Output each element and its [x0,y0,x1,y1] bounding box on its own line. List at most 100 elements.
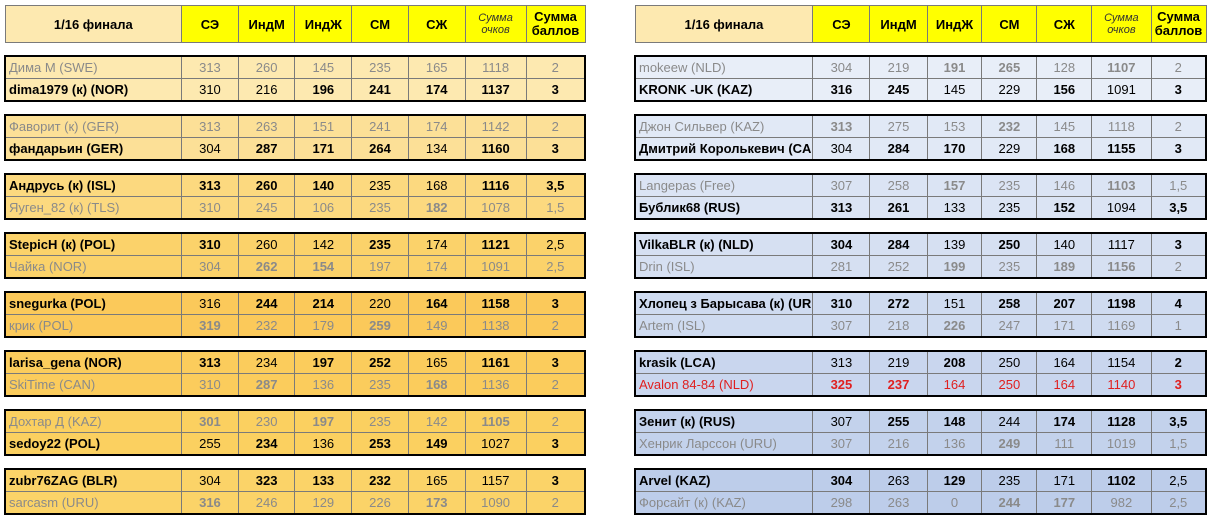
szh-value: 168 [407,373,466,397]
score-value: 3,5 [1150,196,1207,220]
score-value: 3,5 [525,173,586,197]
total-points: 1169 [1091,314,1152,338]
indzh-value: 106 [294,196,353,220]
player-row: snegurka (POL) 316 244 214 220 164 1158 3 [4,291,586,315]
score-value: 2 [525,373,586,397]
sm-value: 250 [981,373,1038,397]
indzh-value: 196 [294,78,353,102]
total-points: 1019 [1091,432,1152,456]
szh-value: 134 [407,137,466,161]
score-value: 2,5 [1150,491,1207,515]
indzh-header: ИндЖ [294,5,353,43]
szh-value: 165 [407,468,466,492]
player-name: крик (POL) [4,314,183,338]
pair-spacer [635,454,1206,470]
indm-value: 261 [869,196,928,220]
szh-value: 174 [407,114,466,138]
player-name: Avalon 84-84 (NLD) [634,373,814,397]
indm-header: ИндМ [869,5,928,43]
se-value: 255 [181,432,239,456]
total-points: 1136 [464,373,527,397]
indzh-value: 0 [926,491,983,515]
indzh-value: 129 [294,491,353,515]
score-value: 3 [1150,373,1207,397]
pair-spacer [635,42,1206,57]
header-row: 1/16 финала СЭ ИндМ ИндЖ СМ СЖ Сумма очко… [4,5,586,43]
sm-value: 244 [981,409,1038,433]
total-points: 1137 [464,78,527,102]
player-row: mokeew (NLD) 304 219 191 265 128 1107 2 [634,55,1207,79]
total-points: 1027 [464,432,527,456]
player-name: sedoy22 (POL) [4,432,183,456]
se-value: 316 [812,78,871,102]
indzh-value: 129 [926,468,983,492]
sm-value: 235 [351,55,409,79]
sm-value: 249 [981,432,1038,456]
right-bracket-table: 1/16 финала СЭ ИндМ ИндЖ СМ СЖ Сумма очко… [634,5,1207,515]
score-value: 2 [1150,350,1207,374]
score-value: 1,5 [525,196,586,220]
score-value: 2 [1150,55,1207,79]
total-points: 1118 [464,55,527,79]
indm-value: 284 [869,137,928,161]
score-value: 2,5 [1150,468,1207,492]
player-name: Форсайт (к) (KAZ) [634,491,814,515]
player-name: sarcasm (URU) [4,491,183,515]
total-points: 1103 [1091,173,1152,197]
player-row: Artem (ISL) 307 218 226 247 171 1169 1 [634,314,1207,338]
pair-spacer [5,218,585,234]
pair-spacer [5,454,585,470]
indm-value: 244 [237,291,296,315]
player-name: dima1979 (к) (NOR) [4,78,183,102]
indzh-value: 154 [294,255,353,279]
pair-spacer [5,159,585,175]
player-name: Андрусь (к) (ISL) [4,173,183,197]
sm-value: 235 [981,468,1038,492]
pair-spacer [635,277,1206,293]
player-name: larisa_gena (NOR) [4,350,183,374]
spacer-cell [5,454,585,470]
player-row: larisa_gena (NOR) 313 234 197 252 165 1161 3 [4,350,586,374]
szh-value: 156 [1036,78,1093,102]
score-value: 3 [525,350,586,374]
indm-value: 262 [237,255,296,279]
spacer-cell [635,395,1206,411]
indzh-value: 197 [294,409,353,433]
player-name: Langepas (Free) [634,173,814,197]
sm-value: 235 [981,255,1038,279]
sm-value: 264 [351,137,409,161]
sum-points-header: Сумма очков [1091,5,1152,43]
score-value: 3 [1150,232,1207,256]
total-points: 1102 [1091,468,1152,492]
se-value: 313 [812,350,871,374]
szh-value: 171 [1036,468,1093,492]
total-points: 1118 [1091,114,1152,138]
indzh-value: 208 [926,350,983,374]
score-value: 2 [525,314,586,338]
pair-spacer [635,395,1206,411]
total-points: 1142 [464,114,527,138]
indm-value: 219 [869,55,928,79]
player-row: Чайка (NOR) 304 262 154 197 174 1091 2,5 [4,255,586,279]
player-row: крик (POL) 319 232 179 259 149 1138 2 [4,314,586,338]
total-points: 1105 [464,409,527,433]
player-name: Artem (ISL) [634,314,814,338]
total-points: 1198 [1091,291,1152,315]
sum-points-line1: Сумма [1104,12,1139,24]
player-row: фандарьин (GER) 304 287 171 264 134 1160 3 [4,137,586,161]
player-row: Дохтар Д (KAZ) 301 230 197 235 142 1105 2 [4,409,586,433]
player-row: dima1979 (к) (NOR) 310 216 196 241 174 1137 3 [4,78,586,102]
pair-spacer [5,395,585,411]
sm-value: 232 [351,468,409,492]
left-bracket-body: 1/16 финала СЭ ИндМ ИндЖ СМ СЖ Сумма очко… [4,5,586,515]
spacer-cell [5,395,585,411]
round-header: 1/16 финала [4,5,183,43]
szh-value: 145 [1036,114,1093,138]
indm-value: 284 [869,232,928,256]
indzh-value: 139 [926,232,983,256]
spacer-cell [5,42,585,57]
sm-value: 250 [981,232,1038,256]
szh-value: 149 [407,314,466,338]
se-value: 281 [812,255,871,279]
spacer-cell [635,218,1206,234]
